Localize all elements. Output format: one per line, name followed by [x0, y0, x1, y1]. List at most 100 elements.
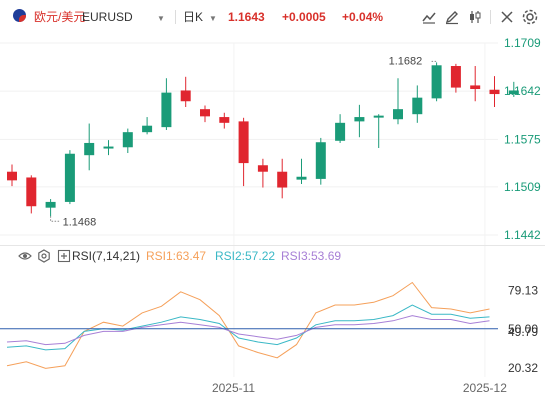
fullscreen-icon[interactable] — [498, 8, 516, 26]
price-tick-label: 1.1642 — [504, 84, 541, 98]
price-change-pct: +0.04% — [342, 10, 384, 24]
timeframe-dropdown-icon[interactable]: ▼ — [209, 14, 217, 23]
candle — [508, 81, 519, 97]
candle — [7, 164, 17, 187]
candle — [103, 140, 114, 156]
chart-area[interactable]: 1.1709 1.1642 1.1575 1.1509 1.1442 1.1682 1.… — [0, 34, 545, 403]
candle-body — [103, 146, 114, 149]
candle-body — [257, 165, 268, 172]
candle-body — [122, 132, 133, 148]
candle-body — [238, 121, 249, 164]
candle — [431, 62, 442, 102]
candle-body — [450, 66, 461, 88]
time-axis: 2025-11 2025-12 — [212, 381, 507, 395]
candle — [238, 117, 249, 187]
candle-body — [142, 125, 153, 133]
candlestick-series — [7, 62, 519, 217]
candle-body — [45, 201, 56, 208]
candle-body — [489, 89, 500, 95]
rsi-title[interactable]: RSI(7,14,21) — [72, 249, 141, 263]
candle-body — [161, 92, 172, 128]
candle-body — [315, 142, 326, 179]
price-tick-label: 1.1709 — [504, 36, 541, 50]
candle — [373, 114, 384, 148]
settings-icon[interactable] — [521, 8, 539, 26]
candle — [393, 78, 403, 125]
candle — [470, 66, 481, 102]
candle-body — [26, 177, 37, 207]
candle-body — [335, 122, 346, 141]
symbol-dropdown-icon[interactable]: ▼ — [157, 14, 165, 23]
candle — [219, 112, 230, 129]
candle-body — [7, 171, 17, 181]
draw-icon[interactable] — [443, 8, 461, 26]
time-tick-label: 2025-11 — [212, 381, 255, 395]
candle — [200, 105, 210, 123]
candle-body — [277, 171, 288, 188]
candle-body — [431, 65, 442, 99]
indicator-settings-icon[interactable] — [37, 249, 51, 263]
last-price: 1.1643 — [228, 10, 265, 24]
candle — [26, 175, 37, 214]
high-annotation: 1.1682 — [389, 55, 423, 67]
candle — [257, 158, 268, 188]
visibility-eye-icon[interactable] — [18, 249, 32, 263]
time-tick-label: 2025-12 — [463, 381, 507, 395]
candle-body — [84, 142, 95, 156]
toolbar-divider — [490, 10, 491, 24]
rsi2-legend: RSI2:57.22 — [215, 249, 276, 263]
candle — [142, 117, 153, 135]
pair-name[interactable]: 欧元/美元 — [34, 10, 86, 24]
rsi3-legend: RSI3:53.69 — [281, 249, 342, 263]
candle-body — [296, 176, 307, 180]
candle — [354, 104, 365, 138]
low-annotation: 1.1468 — [63, 216, 97, 228]
rsi-tick-label: 20.32 — [508, 361, 538, 375]
price-tick-label: 1.1509 — [504, 180, 541, 194]
candle — [64, 150, 75, 205]
timeframe-selector[interactable]: 日K — [183, 10, 204, 24]
chart-type-icon[interactable] — [420, 8, 438, 26]
candle — [122, 128, 133, 154]
rsi-legend: RSI(7,14,21) RSI1:63.47 RSI2:57.22 RSI3:… — [0, 245, 480, 267]
candle — [161, 78, 172, 131]
candle — [315, 137, 326, 185]
candle — [489, 76, 500, 107]
indicator-add-icon[interactable] — [57, 249, 71, 263]
candle-body — [219, 117, 230, 123]
candle — [84, 123, 95, 171]
price-change: +0.0005 — [282, 10, 326, 24]
candle — [277, 158, 288, 199]
rsi-tick-label: 79.13 — [508, 283, 538, 297]
price-axis: 1.1709 1.1642 1.1575 1.1509 1.1442 — [504, 36, 541, 242]
candle — [412, 85, 423, 123]
candle-body — [180, 90, 191, 102]
header-divider — [175, 10, 176, 24]
candle-body — [373, 115, 384, 118]
candle — [180, 76, 191, 107]
rsi-line-1 — [6, 281, 490, 369]
candle-body — [508, 90, 519, 95]
rsi-tick-label: 50.00 — [508, 322, 538, 336]
candle-body — [470, 85, 481, 90]
rsi-line-3 — [6, 315, 490, 346]
grid-lines — [0, 42, 498, 377]
candle-body — [354, 117, 365, 122]
low-annotation-leader — [50, 216, 61, 222]
rsi-tick-label: 49.79 — [508, 325, 538, 339]
candle-body — [412, 97, 423, 115]
candle — [45, 199, 56, 217]
candle — [335, 114, 346, 143]
rsi1-legend: RSI1:63.47 — [146, 249, 207, 263]
eu-flag-icon — [13, 9, 26, 22]
rsi-line-2 — [6, 304, 490, 351]
candle-style-icon[interactable] — [466, 8, 484, 26]
candle-body — [393, 109, 403, 120]
price-tick-label: 1.1575 — [504, 132, 541, 146]
candle — [296, 158, 307, 184]
candle-body — [200, 109, 210, 117]
chart-header: 欧元/美元 EURUSD ▼ 日K ▼ 1.1643 +0.0005 +0.04… — [0, 0, 545, 34]
symbol-code[interactable]: EURUSD — [82, 10, 133, 24]
price-tick-label: 1.1442 — [504, 228, 541, 242]
